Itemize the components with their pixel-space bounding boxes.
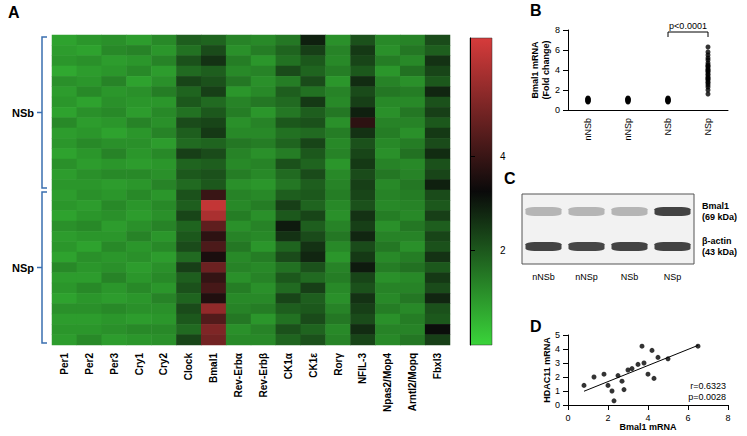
svg-text:0: 0: [565, 413, 570, 423]
svg-text:2: 2: [605, 413, 610, 423]
svg-text:(Fold change): (Fold change): [541, 41, 551, 100]
svg-text:2: 2: [555, 372, 560, 382]
svg-text:nNSp: nNSp: [623, 118, 633, 141]
svg-text:nNSb: nNSb: [583, 118, 593, 141]
svg-text:6: 6: [685, 413, 690, 423]
svg-text:(43 kDa): (43 kDa): [702, 247, 737, 257]
svg-text:3: 3: [555, 358, 560, 368]
svg-text:Per3: Per3: [109, 353, 120, 375]
svg-text:4: 4: [555, 344, 560, 354]
svg-text:4: 4: [645, 413, 650, 423]
svg-text:Per1: Per1: [59, 353, 70, 375]
svg-text:1: 1: [555, 386, 560, 396]
svg-text:Npas2/Mop4: Npas2/Mop4: [382, 353, 393, 412]
svg-text:Cry2: Cry2: [158, 353, 169, 376]
svg-text:CK1ε: CK1ε: [308, 353, 319, 378]
svg-text:5: 5: [555, 330, 560, 340]
svg-text:p=0.0028: p=0.0028: [688, 392, 726, 402]
svg-text:0: 0: [555, 400, 560, 410]
svg-text:NSp: NSp: [12, 262, 34, 274]
svg-text:2: 2: [555, 85, 560, 95]
svg-text:Bmal1: Bmal1: [208, 353, 219, 383]
svg-text:2: 2: [500, 245, 506, 256]
svg-text:NSb: NSb: [621, 272, 639, 282]
svg-text:(69 kDa): (69 kDa): [702, 212, 737, 222]
svg-text:Arntl2/Mopq: Arntl2/Mopq: [407, 353, 418, 411]
svg-text:nNSp: nNSp: [575, 272, 598, 282]
svg-text:6: 6: [555, 45, 560, 55]
svg-text:CK1α: CK1α: [283, 352, 294, 379]
svg-text:nNSb: nNSb: [532, 272, 555, 282]
svg-text:Rorγ: Rorγ: [333, 353, 344, 376]
svg-text:0: 0: [555, 105, 560, 115]
svg-text:r=0.6323: r=0.6323: [690, 381, 726, 391]
svg-text:NFIL-3: NFIL-3: [357, 353, 368, 385]
svg-text:4: 4: [555, 65, 560, 75]
svg-text:Fbxl3: Fbxl3: [432, 353, 443, 380]
svg-text:C: C: [504, 170, 516, 187]
svg-text:Cry1: Cry1: [134, 353, 145, 376]
svg-text:NSp: NSp: [703, 118, 713, 136]
svg-text:NSb: NSb: [12, 107, 34, 119]
svg-text:8: 8: [555, 25, 560, 35]
svg-text:p<0.0001: p<0.0001: [669, 21, 707, 31]
svg-text:NSb: NSb: [663, 118, 673, 136]
svg-text:B: B: [530, 2, 542, 19]
svg-text:4: 4: [500, 151, 506, 162]
svg-text:Bmal1: Bmal1: [702, 201, 729, 211]
svg-text:Rev-Erbβ: Rev-Erbβ: [258, 353, 269, 397]
svg-text:Rev-Erbα: Rev-Erbα: [233, 352, 244, 397]
svg-text:Clock: Clock: [183, 353, 194, 381]
svg-text:β-actin: β-actin: [702, 236, 732, 246]
svg-text:A: A: [8, 4, 20, 21]
svg-text:HDAC11 mRNA: HDAC11 mRNA: [542, 337, 552, 403]
svg-text:Bmal1 mRNA: Bmal1 mRNA: [530, 41, 540, 99]
svg-text:Bmal1 mRNA: Bmal1 mRNA: [619, 422, 677, 432]
svg-text:Per2: Per2: [84, 353, 95, 375]
svg-text:NSp: NSp: [664, 272, 682, 282]
svg-text:8: 8: [725, 413, 730, 423]
svg-text:D: D: [530, 318, 542, 335]
